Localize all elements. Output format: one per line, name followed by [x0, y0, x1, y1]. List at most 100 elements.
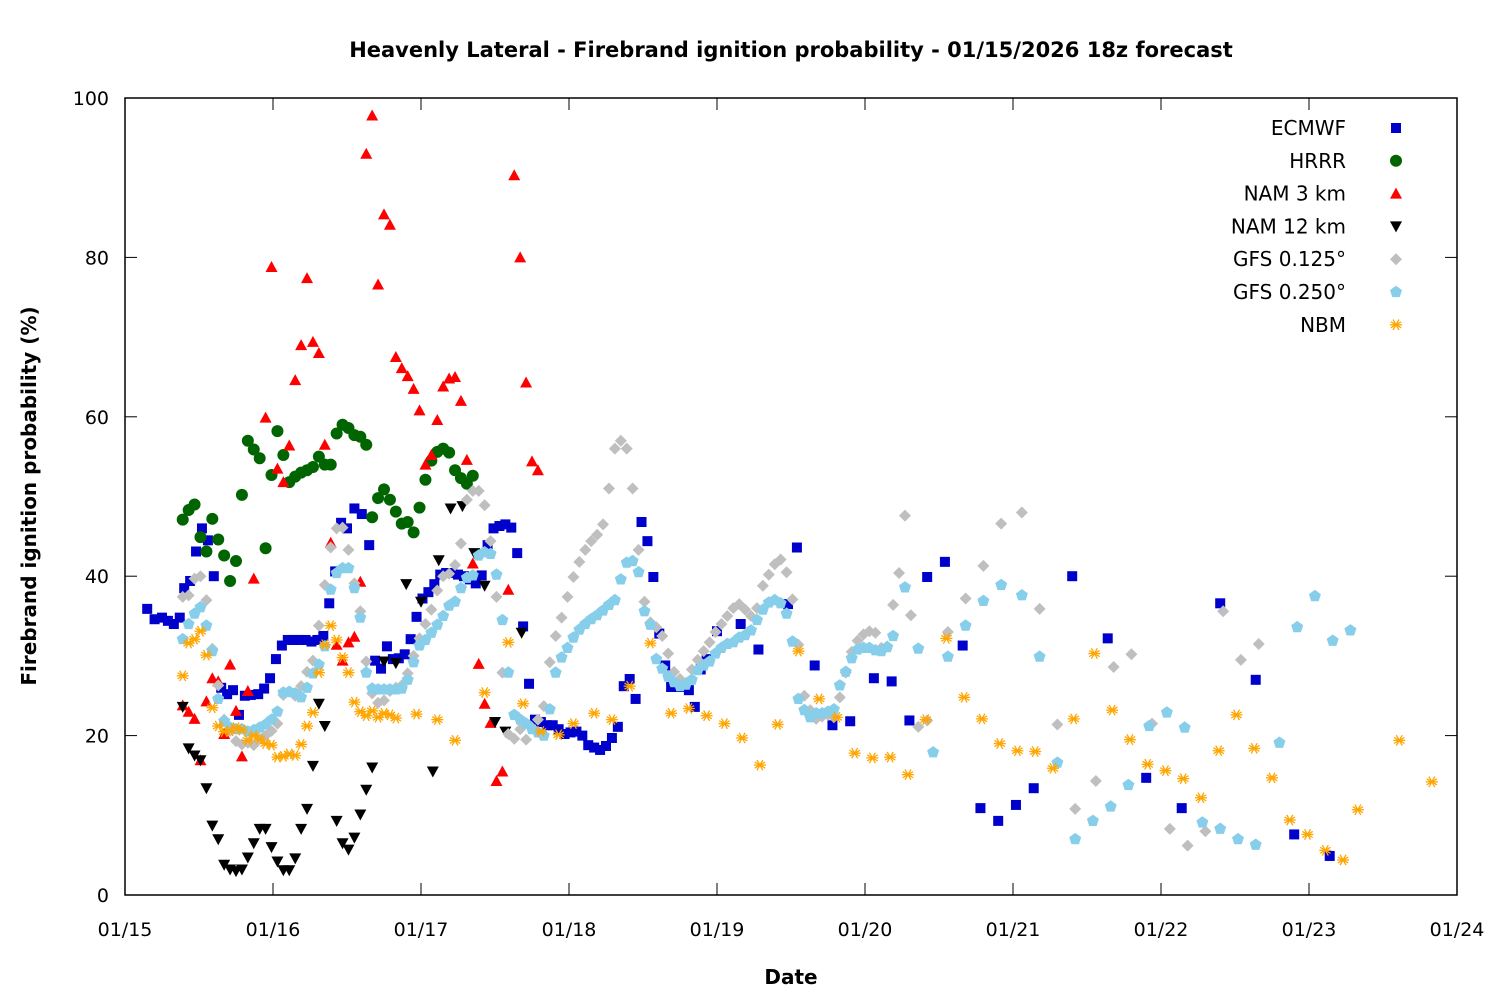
data-point: [559, 729, 570, 740]
data-point: [218, 549, 231, 562]
data-point: [449, 595, 461, 607]
data-point: [259, 683, 270, 694]
data-point: [1088, 647, 1101, 660]
data-point: [898, 509, 911, 522]
data-point: [182, 743, 195, 755]
data-point: [241, 734, 254, 746]
data-point: [1425, 776, 1438, 788]
data-point: [389, 351, 402, 363]
data-point: [1177, 773, 1190, 785]
data-point: [940, 632, 953, 644]
data-point: [378, 694, 390, 707]
data-point: [496, 765, 509, 777]
data-point: [1033, 650, 1046, 662]
data-point: [751, 613, 763, 626]
data-point: [721, 610, 734, 623]
data-point: [1160, 706, 1173, 718]
data-point: [1301, 828, 1314, 840]
data-point: [809, 660, 820, 671]
data-point: [354, 809, 367, 821]
data-point: [482, 540, 493, 551]
data-point: [200, 545, 213, 558]
data-point: [887, 629, 900, 642]
data-point: [218, 859, 231, 871]
data-point: [547, 720, 558, 731]
x-tick-label: 01/16: [246, 919, 301, 941]
data-point: [235, 750, 248, 762]
data-point: [212, 692, 225, 704]
x-tick-label: 01/22: [1134, 919, 1189, 941]
data-point: [1324, 850, 1335, 861]
data-point: [939, 556, 950, 567]
data-point: [270, 654, 281, 665]
series-gfs-0-250-: [176, 546, 1357, 850]
data-point: [366, 109, 379, 121]
data-point: [230, 704, 242, 716]
legend-label: NBM: [1300, 313, 1346, 337]
data-point: [206, 820, 219, 832]
data-point: [348, 581, 361, 594]
data-point: [774, 553, 787, 566]
data-point: [423, 587, 434, 598]
data-point: [612, 721, 623, 732]
data-point: [957, 640, 968, 651]
data-point: [1289, 829, 1300, 840]
data-point: [583, 740, 594, 751]
data-point: [656, 629, 669, 642]
data-point: [884, 751, 897, 763]
data-point: [1291, 620, 1304, 633]
data-point: [330, 634, 343, 646]
data-point: [1217, 605, 1230, 618]
data-point: [1159, 765, 1172, 777]
data-point: [306, 335, 319, 347]
data-point: [638, 595, 651, 608]
data-point: [247, 443, 260, 456]
data-point: [176, 670, 189, 682]
data-point: [1326, 634, 1339, 646]
data-point: [1123, 734, 1136, 746]
legend-marker: [1390, 253, 1402, 266]
data-point: [206, 512, 219, 525]
data-point: [912, 642, 925, 654]
data-point: [425, 449, 438, 461]
data-point: [235, 488, 248, 501]
data-point: [543, 656, 556, 669]
data-point: [372, 278, 385, 290]
data-point: [614, 573, 627, 585]
data-point: [1028, 783, 1039, 794]
data-point: [415, 596, 427, 608]
data-point: [718, 718, 731, 730]
data-point: [419, 473, 432, 486]
data-point: [194, 531, 207, 544]
data-point: [489, 717, 501, 729]
data-point: [1248, 742, 1261, 754]
data-point: [472, 484, 485, 497]
data-point: [389, 658, 402, 670]
data-point: [1273, 736, 1286, 748]
y-tick-label: 40: [85, 566, 109, 588]
data-point: [378, 208, 390, 220]
data-point: [194, 625, 207, 637]
data-point: [827, 720, 838, 731]
data-point: [312, 698, 325, 710]
data-point: [1212, 745, 1225, 757]
data-point: [253, 452, 266, 465]
data-point: [342, 667, 355, 679]
data-point: [466, 569, 479, 581]
data-point: [1046, 762, 1059, 774]
data-point: [941, 650, 954, 662]
data-point: [901, 769, 914, 781]
data-point: [515, 627, 528, 639]
data-point: [289, 374, 302, 386]
data-point: [771, 718, 784, 730]
data-point: [271, 425, 284, 438]
data-point: [241, 684, 254, 696]
data-point: [306, 636, 317, 647]
data-point: [401, 516, 414, 529]
data-point: [1393, 734, 1406, 746]
data-point: [431, 584, 444, 597]
data-point: [753, 759, 766, 771]
data-point: [745, 624, 757, 636]
data-point: [431, 714, 444, 726]
y-tick-label: 20: [85, 726, 109, 748]
